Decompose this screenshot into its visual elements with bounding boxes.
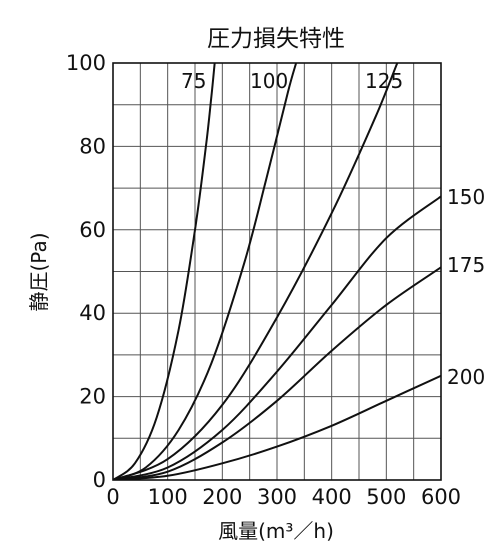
- curves: [113, 63, 441, 480]
- curve-150: [113, 195, 441, 480]
- y-tick-label: 100: [66, 51, 106, 75]
- plot-frame: [112, 62, 442, 481]
- y-tick-label: 80: [79, 134, 106, 158]
- series-label-175: 175: [447, 253, 485, 277]
- y-tick-label: 40: [79, 301, 106, 325]
- x-tick-label: 400: [312, 485, 352, 509]
- y-tick-label: 60: [79, 218, 106, 242]
- tick-labels: 0 100 200 300 400 500 600 0 20 40 60 80 100: [66, 51, 461, 509]
- curve-125: [113, 63, 399, 480]
- x-axis-label: 風量(m³／h): [218, 519, 334, 543]
- curve-100: [113, 63, 298, 480]
- series-label-100: 100: [250, 69, 288, 93]
- series-label-150: 150: [447, 185, 485, 209]
- y-tick-label: 20: [79, 385, 106, 409]
- series-label-125: 125: [365, 69, 403, 93]
- x-tick-label: 300: [257, 485, 297, 509]
- curve-175: [113, 266, 441, 480]
- x-tick-label: 500: [366, 485, 406, 509]
- curve-75: [113, 63, 216, 480]
- series-label-75: 75: [181, 69, 206, 93]
- x-tick-label: 200: [202, 485, 242, 509]
- series-label-200: 200: [447, 365, 485, 389]
- x-tick-label: 600: [421, 485, 461, 509]
- x-tick-label: 100: [148, 485, 188, 509]
- y-tick-label: 0: [93, 468, 106, 492]
- grid: [113, 63, 441, 480]
- x-tick-label: 0: [106, 485, 119, 509]
- series-labels: 75 100 125 150 175 200: [181, 69, 485, 389]
- chart-title: 圧力損失特性: [207, 26, 345, 52]
- curve-200: [113, 374, 441, 480]
- y-axis-label: 静圧(Pa): [27, 232, 51, 311]
